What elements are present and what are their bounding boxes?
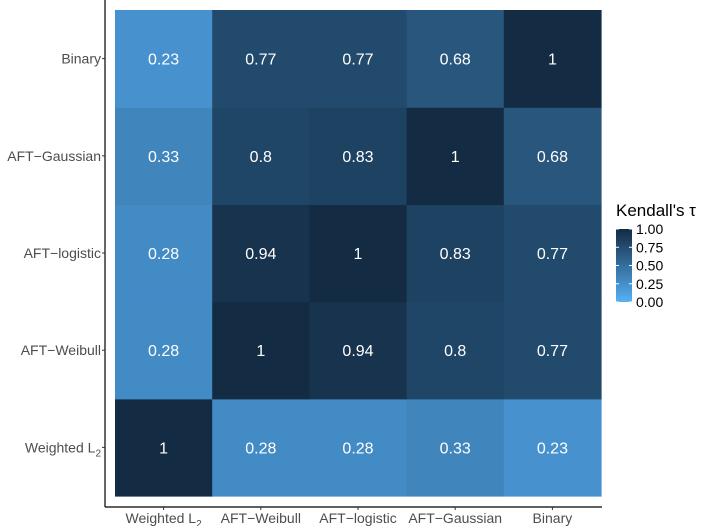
heatmap-cell — [406, 107, 505, 205]
legend-tick-label: 0.50 — [636, 258, 663, 274]
heatmap-cell — [309, 398, 408, 497]
heatmap-cell — [503, 10, 602, 108]
heatmap-cell — [503, 107, 602, 205]
legend-title: Kendall's τ — [616, 201, 696, 220]
heatmap-cell — [309, 204, 408, 303]
cell-value-label: 0.28 — [342, 440, 373, 457]
cell-value-label: 0.33 — [148, 149, 179, 166]
heatmap-cell — [115, 204, 213, 303]
cell-value-label: 0.83 — [342, 149, 373, 166]
y-tick-label: Weighted L2 — [25, 439, 102, 459]
legend-tick-label: 0.25 — [636, 276, 663, 292]
cell-value-label: 0.77 — [245, 52, 276, 69]
heatmap-cell — [212, 204, 310, 303]
heatmap-cell — [406, 10, 505, 108]
y-tick-label: AFT−Gaussian — [7, 148, 101, 164]
y-tick-label: AFT−Weibull — [21, 342, 101, 358]
cell-value-label: 0.8 — [444, 343, 466, 360]
x-tick-label: Weighted L2 — [126, 510, 203, 526]
heatmap-cell — [115, 107, 213, 205]
cell-value-label: 0.77 — [537, 246, 568, 263]
heatmap-cell — [115, 301, 213, 400]
heatmap-cell — [406, 301, 505, 400]
cell-value-label: 0.28 — [148, 343, 179, 360]
axes: Weighted L2 AFT−Weibull AFT−logistic AFT−Ga… — [7, 0, 602, 530]
heatmap-cell — [212, 398, 310, 497]
legend-tick-label: 0.75 — [636, 239, 663, 255]
heatmap-cell — [503, 301, 602, 400]
legend-tick-label: 1.00 — [636, 221, 663, 237]
cell-value-label: 0.68 — [440, 52, 471, 69]
cell-value-label: 1 — [354, 246, 363, 263]
heatmap-cell — [309, 10, 408, 108]
heatmap-cell — [503, 398, 602, 497]
cell-value-label: 0.28 — [148, 246, 179, 263]
cell-value-label: 0.28 — [245, 440, 276, 457]
cell-value-label: 0.8 — [250, 149, 272, 166]
cell-value-label: 0.94 — [245, 246, 276, 263]
y-tick-label: Binary — [61, 51, 101, 67]
heatmap-cell — [115, 398, 213, 497]
x-tick-label: AFT−logistic — [319, 510, 396, 526]
cell-value-label: 0.23 — [148, 52, 179, 69]
cell-value-label: 0.94 — [342, 343, 373, 360]
heatmap-cells: 1 0.28 0.28 0.33 0.23 0.28 1 0.94 0.8 0.77 0.28 0.9… — [115, 10, 602, 497]
x-tick-label: AFT−Gaussian — [408, 510, 502, 526]
cell-value-label: 1 — [256, 343, 265, 360]
legend-colorbar — [616, 229, 632, 302]
heatmap-cell — [212, 10, 310, 108]
heatmap-cell — [212, 107, 310, 205]
x-tick-label: AFT−Weibull — [221, 510, 301, 526]
legend: Kendall's τ1.00 0.75 0.50 0.25 0.00 — [616, 201, 696, 310]
cell-value-label: 0.77 — [342, 52, 373, 69]
heatmap-cell — [212, 301, 310, 400]
cell-value-label: 1 — [548, 52, 557, 69]
y-tick-label: AFT−logistic — [24, 245, 101, 261]
legend-tick-label: 0.00 — [636, 294, 663, 310]
cell-value-label: 0.33 — [440, 440, 471, 457]
heatmap-cell — [309, 107, 408, 205]
cell-value-label: 0.23 — [537, 440, 568, 457]
heatmap-cell — [503, 204, 602, 303]
heatmap-cell — [406, 204, 505, 303]
cell-value-label: 0.83 — [440, 246, 471, 263]
cell-value-label: 0.68 — [537, 149, 568, 166]
cell-value-label: 1 — [159, 440, 168, 457]
cell-value-label: 0.77 — [537, 343, 568, 360]
heatmap-cell — [115, 10, 213, 108]
cell-value-label: 1 — [451, 149, 460, 166]
heatmap-cell — [406, 398, 505, 497]
x-tick-label: Binary — [533, 510, 573, 526]
heatmap-cell — [309, 301, 408, 400]
